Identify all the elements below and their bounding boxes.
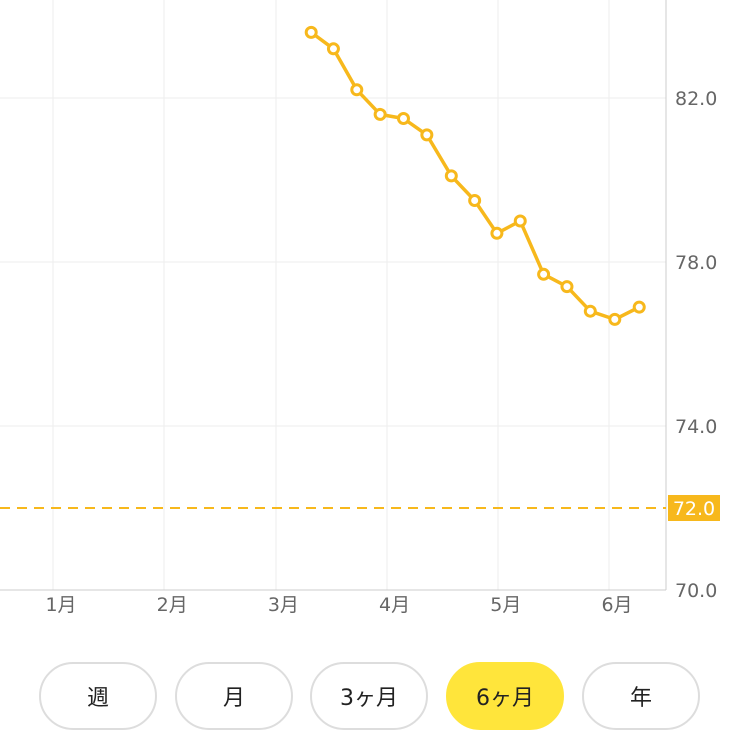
x-tick-label: 6月 xyxy=(601,594,632,616)
data-point xyxy=(420,128,434,142)
x-tick-label: 2月 xyxy=(157,594,188,616)
data-point xyxy=(350,83,364,97)
y-axis-labels: 70.0 74.0 78.0 82.0 xyxy=(675,88,717,602)
tab-6-months[interactable]: 6ヶ月 xyxy=(446,662,564,730)
data-point xyxy=(373,107,387,121)
x-axis-labels: 1月 2月 3月 4月 5月 6月 xyxy=(45,594,632,616)
weight-chart: 72.0 1月 2月 3月 4月 5月 6月 70.0 74.0 78.0 82.0 xyxy=(0,0,720,616)
x-tick-label: 4月 xyxy=(379,594,410,616)
x-tick-label: 1月 xyxy=(45,594,76,616)
data-point xyxy=(583,304,597,318)
y-tick-label: 82.0 xyxy=(675,88,717,110)
goal-badge xyxy=(668,495,720,521)
goal-line-group: 72.0 xyxy=(0,495,720,521)
goal-label: 72.0 xyxy=(673,498,715,520)
data-point xyxy=(304,25,318,39)
tab-3-months[interactable]: 3ヶ月 xyxy=(310,662,428,730)
x-tick-label: 5月 xyxy=(490,594,521,616)
data-point xyxy=(396,112,410,125)
x-tick-label: 3月 xyxy=(268,594,299,616)
data-point xyxy=(560,280,574,294)
tab-week[interactable]: 週 xyxy=(39,662,157,730)
y-tick-label: 78.0 xyxy=(675,252,717,274)
data-point xyxy=(608,312,622,326)
chart-grid xyxy=(0,0,667,591)
data-point xyxy=(468,194,482,207)
data-point xyxy=(513,214,527,228)
data-point xyxy=(326,42,340,56)
tab-year[interactable]: 年 xyxy=(582,662,700,730)
y-tick-label: 74.0 xyxy=(675,416,717,438)
data-point xyxy=(537,267,551,281)
y-tick-label: 70.0 xyxy=(675,580,717,602)
series-group xyxy=(304,25,646,326)
period-tab-bar: 週 月 3ヶ月 6ヶ月 年 xyxy=(0,662,740,734)
data-point xyxy=(632,300,646,314)
data-point xyxy=(444,169,458,183)
series-line xyxy=(309,30,641,322)
data-point xyxy=(490,226,504,240)
tab-month[interactable]: 月 xyxy=(175,662,293,730)
